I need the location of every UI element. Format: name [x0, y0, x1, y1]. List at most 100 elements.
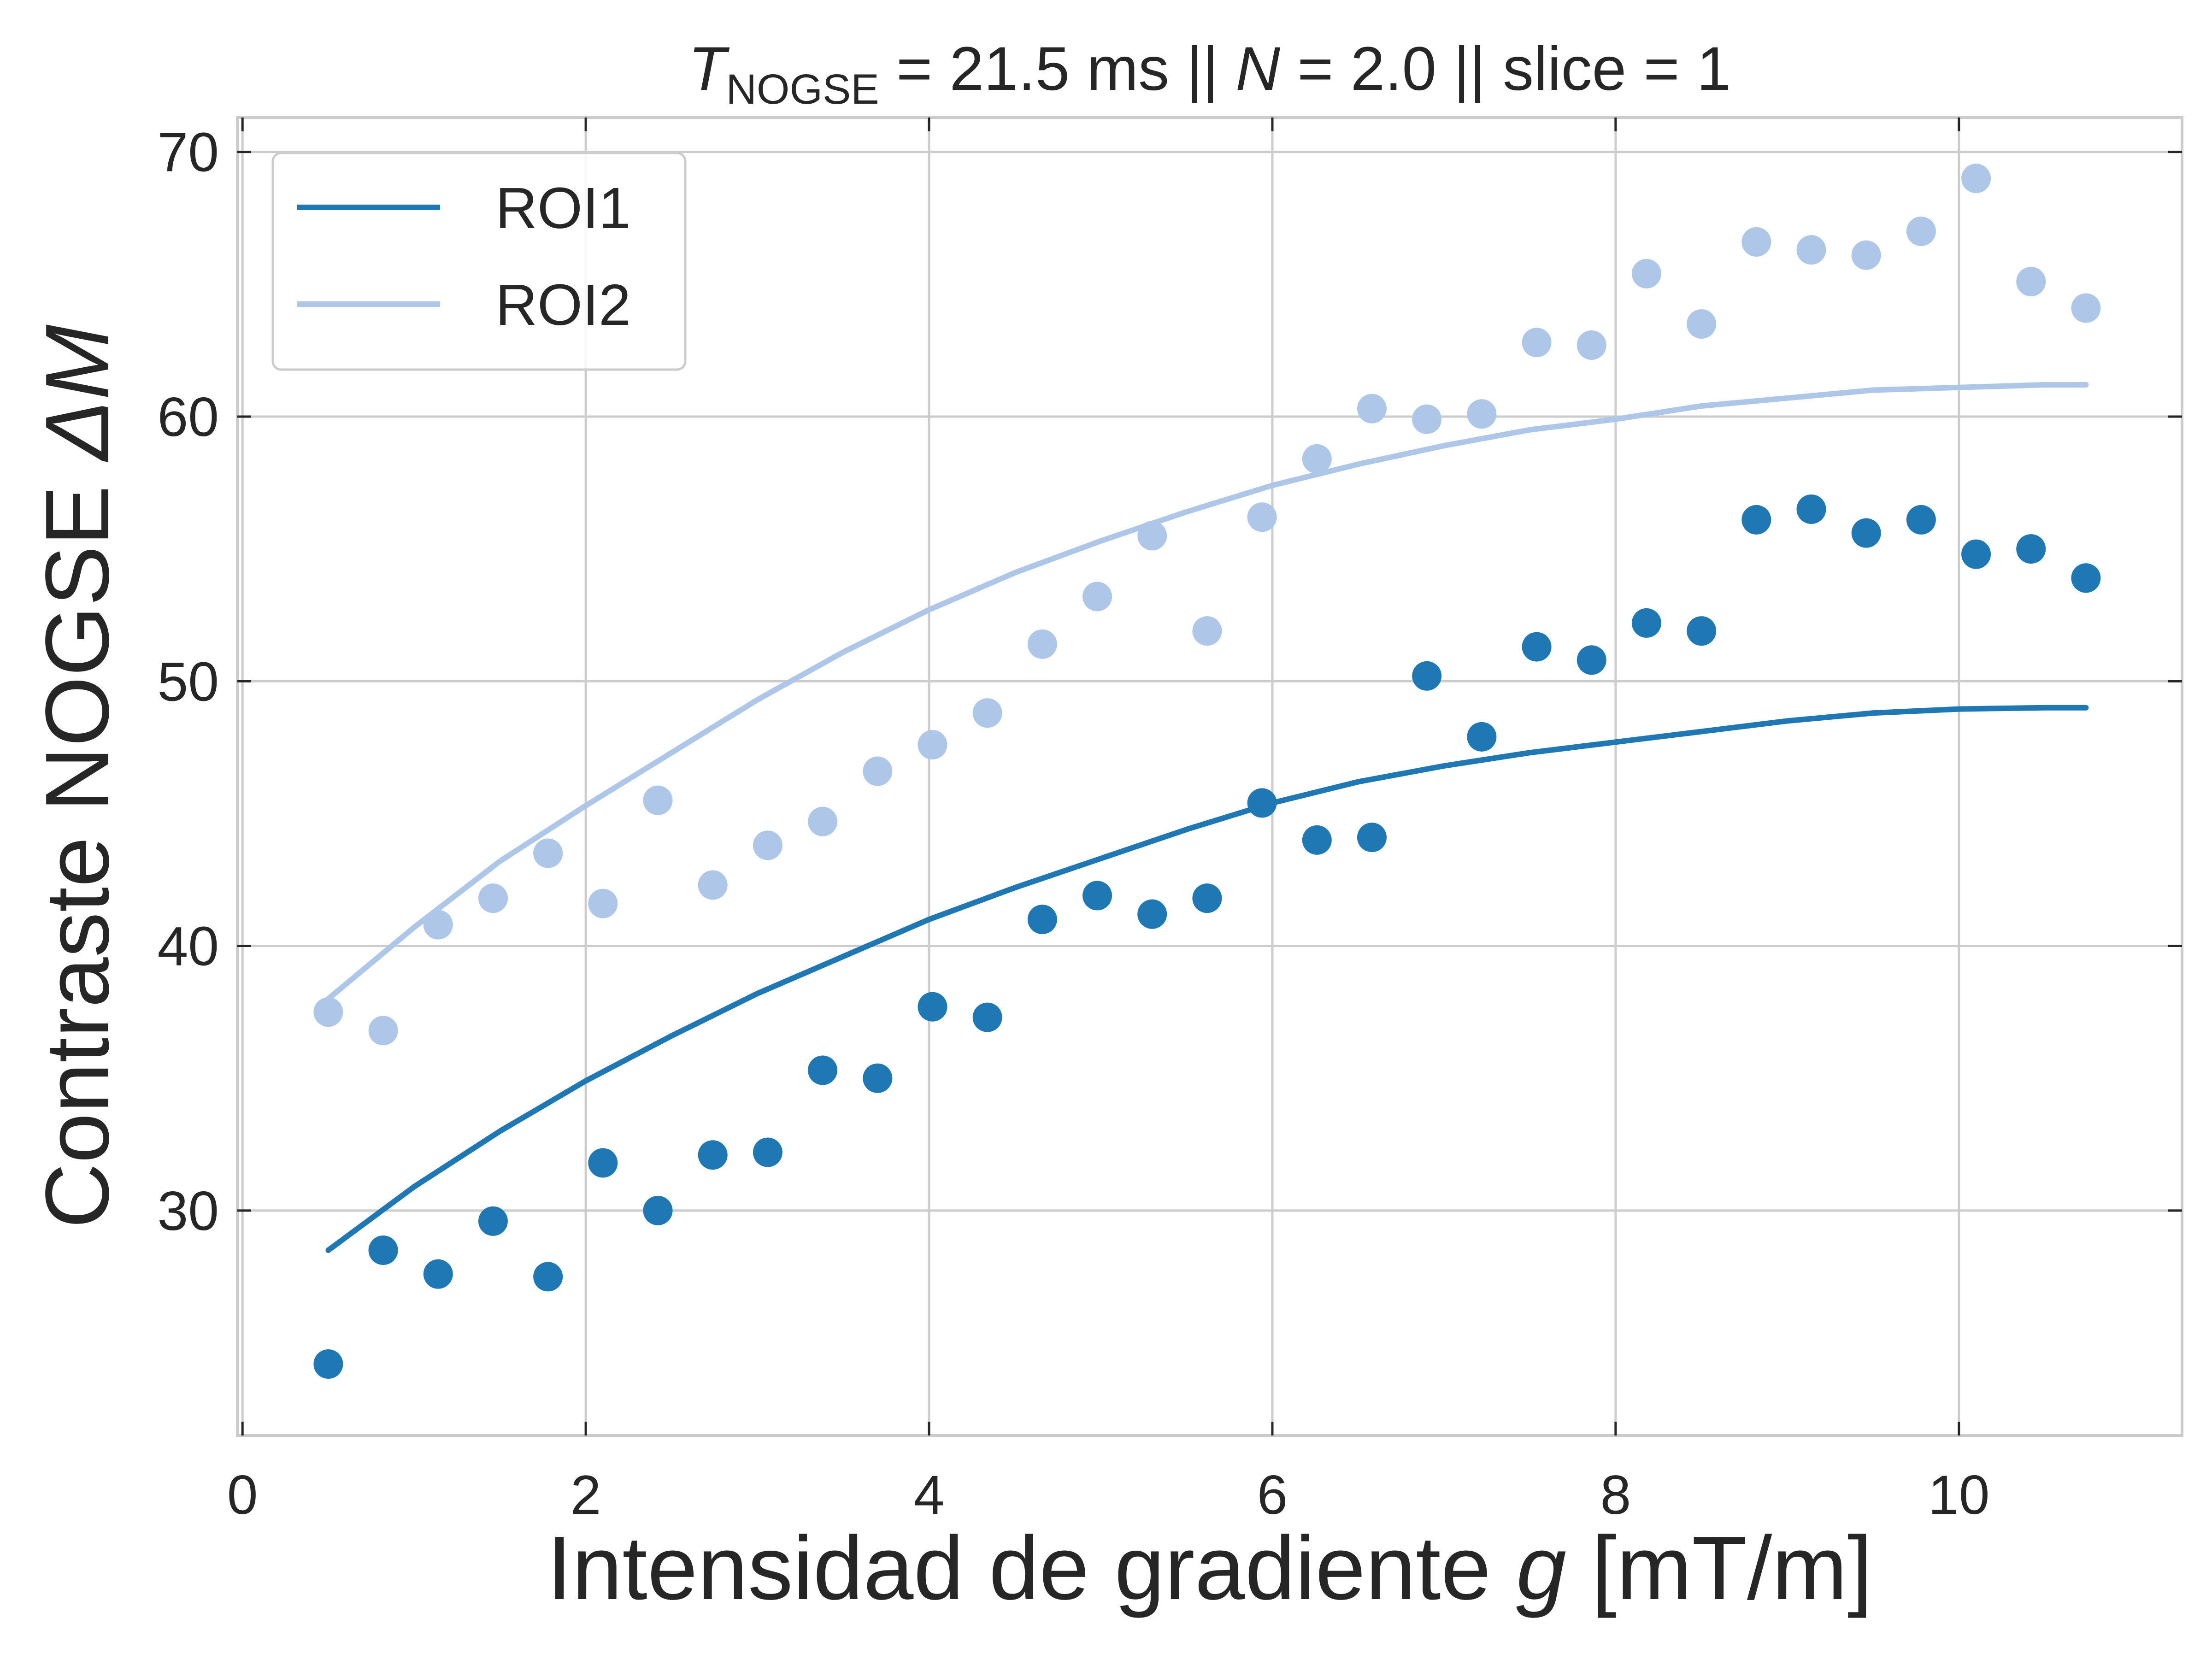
- legend-label-roi1: ROI1: [495, 176, 631, 241]
- title-t-subscript: NOGSE: [726, 66, 879, 113]
- title-t-value: = 21.5 ms ||: [879, 35, 1235, 103]
- data-point-roi2: [643, 785, 673, 815]
- data-point-roi1: [423, 1259, 453, 1289]
- data-point-roi2: [478, 883, 508, 913]
- data-point-roi2: [2071, 293, 2101, 323]
- data-point-roi2: [753, 830, 782, 860]
- y-axis-label-text: Contraste NOGSE: [27, 460, 128, 1229]
- data-point-roi1: [1082, 881, 1112, 911]
- data-point-roi1: [1687, 616, 1717, 646]
- data-point-roi1: [478, 1206, 508, 1236]
- data-point-roi1: [1467, 722, 1497, 752]
- data-point-roi2: [533, 838, 563, 868]
- x-axis-label-text: Intensidad de gradiente: [547, 1518, 1516, 1618]
- x-tick-label: 6: [1257, 1464, 1288, 1526]
- data-point-roi1: [643, 1195, 673, 1225]
- data-point-roi1: [1741, 505, 1771, 535]
- fit-lines: [325, 382, 2089, 1253]
- data-point-roi2: [698, 870, 728, 900]
- data-point-roi1: [313, 1349, 343, 1379]
- data-point-roi2: [1137, 521, 1167, 551]
- data-point-roi1: [1192, 883, 1222, 913]
- x-tick-label: 2: [571, 1464, 601, 1526]
- axes-frame: [236, 116, 2183, 1437]
- y-axis-label: Contraste NOGSE ΔM: [27, 324, 128, 1229]
- data-point-roi2: [972, 698, 1002, 728]
- data-point-roi2: [918, 730, 947, 760]
- y-axis-label-symbol: ΔM: [27, 324, 128, 462]
- data-point-roi1: [1247, 788, 1277, 818]
- x-axis-label-unit: [mT/m]: [1566, 1518, 1872, 1618]
- title-n-symbol: N: [1235, 35, 1280, 103]
- data-point-roi2: [1796, 235, 1826, 265]
- title-n-value: = 2.0 || slice = 1: [1280, 35, 1731, 103]
- data-point-roi1: [753, 1137, 782, 1167]
- data-point-roi1: [1577, 645, 1606, 675]
- x-tick-label: 0: [227, 1464, 258, 1526]
- data-point-roi2: [588, 888, 618, 918]
- data-point-roi2: [1851, 240, 1881, 270]
- x-axis-label-symbol: g: [1516, 1518, 1566, 1618]
- data-point-roi1: [1961, 539, 1991, 569]
- data-points: [313, 164, 2101, 1379]
- data-point-roi1: [533, 1262, 563, 1292]
- data-point-roi1: [1851, 518, 1881, 548]
- data-point-roi2: [2016, 267, 2046, 297]
- data-point-roi1: [2016, 534, 2046, 564]
- data-point-roi1: [863, 1063, 893, 1093]
- data-point-roi2: [1082, 582, 1112, 612]
- y-tick-label: 30: [158, 1180, 219, 1242]
- y-tick-label: 70: [158, 122, 219, 183]
- data-point-roi1: [1796, 494, 1826, 524]
- grid: [237, 118, 2182, 1435]
- data-point-roi1: [1302, 825, 1332, 855]
- data-point-roi1: [1357, 823, 1387, 853]
- y-tick-label: 60: [158, 386, 219, 448]
- data-point-roi2: [1192, 616, 1222, 646]
- x-axis-label: Intensidad de gradiente g [mT/m]: [547, 1518, 1872, 1618]
- data-point-roi1: [1906, 505, 1936, 535]
- data-point-roi1: [918, 992, 947, 1022]
- legend: ROI1 ROI2: [271, 152, 687, 371]
- data-point-roi2: [1687, 309, 1717, 339]
- data-point-roi1: [2071, 563, 2101, 593]
- data-point-roi1: [588, 1148, 618, 1178]
- data-point-roi2: [1247, 502, 1277, 532]
- data-point-roi2: [808, 806, 838, 836]
- x-tick-labels: 0 2 4 6 8 10: [227, 1464, 1990, 1526]
- data-point-roi2: [1412, 404, 1442, 434]
- data-point-roi1: [1522, 632, 1552, 662]
- data-point-roi2: [423, 910, 453, 940]
- y-tick-label: 40: [158, 916, 219, 977]
- legend-label-roi2: ROI2: [495, 272, 631, 337]
- data-point-roi2: [863, 756, 893, 786]
- data-point-roi1: [972, 1002, 1002, 1032]
- ticks: [237, 118, 2182, 1435]
- y-tick-labels: 30 40 50 60 70: [158, 122, 219, 1242]
- data-point-roi2: [1522, 328, 1552, 358]
- data-point-roi2: [1302, 444, 1332, 474]
- data-point-roi2: [1741, 227, 1771, 257]
- data-point-roi2: [368, 1016, 398, 1046]
- fit-line-roi2: [325, 382, 2089, 1002]
- data-point-roi1: [368, 1235, 398, 1265]
- data-point-roi1: [1631, 608, 1661, 638]
- x-tick-label: 4: [914, 1464, 945, 1526]
- data-point-roi1: [1027, 905, 1057, 935]
- data-point-roi1: [698, 1140, 728, 1170]
- y-tick-label: 50: [158, 651, 219, 712]
- data-point-roi2: [1961, 164, 1991, 194]
- data-point-roi1: [1137, 899, 1167, 929]
- data-point-roi2: [1577, 330, 1606, 360]
- data-point-roi1: [808, 1055, 838, 1085]
- chart-title: TNOGSE = 21.5 ms || N = 2.0 || slice = 1: [688, 35, 1731, 113]
- data-point-roi2: [313, 997, 343, 1027]
- data-point-roi2: [1357, 394, 1387, 424]
- data-point-roi2: [1906, 216, 1936, 246]
- fit-line-roi1: [325, 705, 2089, 1253]
- data-point-roi1: [1412, 661, 1442, 691]
- x-tick-label: 10: [1928, 1464, 1989, 1526]
- x-tick-label: 8: [1600, 1464, 1631, 1526]
- data-point-roi2: [1027, 629, 1057, 659]
